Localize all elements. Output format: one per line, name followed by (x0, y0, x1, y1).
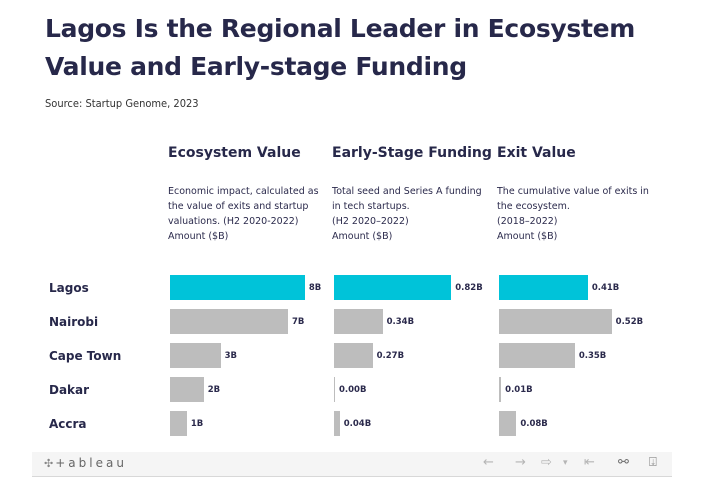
description-line: Economic impact, calculated as (168, 186, 319, 197)
bar-value-label: 0.01B (505, 385, 533, 395)
tableau-toolbar: ✣ +ableau ← → ⇨ ▾ ⇤ ⚯ ⍗ (32, 452, 672, 477)
bar-value-label: 0.00B (339, 385, 367, 395)
bar-lagos[interactable] (499, 275, 588, 300)
bar-dakar[interactable] (499, 377, 502, 402)
undo-icon[interactable]: ← (483, 455, 494, 470)
bar-value-label: 1B (190, 419, 204, 429)
row-label: Nairobi (49, 315, 99, 329)
bar-accra[interactable] (170, 411, 187, 436)
bar-value-label: 0.82B (455, 283, 483, 293)
page-title: Lagos Is the Regional Leader in Ecosyste… (45, 14, 636, 81)
tableau-logo-icon: ✣ (44, 457, 54, 470)
bar-cape-town[interactable] (334, 343, 373, 368)
bar-value-label: 0.41B (591, 283, 620, 293)
redo-icon[interactable]: → (515, 455, 526, 470)
description-line: (H2 2020–2022) (332, 216, 409, 227)
bar-lagos[interactable] (334, 275, 452, 300)
row-label: Cape Town (49, 349, 122, 363)
description-line: Amount ($B) (168, 231, 229, 242)
bar-value-label: 3B (224, 351, 237, 361)
bar-value-label: 7B (292, 317, 305, 327)
bar-value-label: 0.08B (520, 419, 548, 429)
bar-dakar[interactable] (170, 377, 204, 402)
bar-value-label: 0.04B (343, 419, 372, 429)
bar-accra[interactable] (334, 411, 340, 436)
bar-dakar[interactable] (334, 377, 335, 402)
description-line: valuations. (H2 2020-2022) (168, 216, 299, 227)
bar-cape-town[interactable] (170, 343, 221, 368)
bar-value-label: 0.34B (386, 317, 415, 327)
column-title: Exit Value (497, 145, 576, 161)
description-line: the ecosystem. (497, 201, 570, 212)
download-icon[interactable]: ⍗ (649, 455, 657, 470)
bar-lagos[interactable] (170, 275, 305, 300)
share-icon[interactable]: ⚯ (618, 455, 629, 470)
row-label: Dakar (49, 383, 90, 397)
description-line: Amount ($B) (332, 231, 393, 242)
dropdown-icon[interactable]: ▾ (563, 458, 568, 468)
bar-nairobi[interactable] (334, 309, 383, 334)
description-line: The cumulative value of exits in (497, 186, 649, 197)
row-label: Accra (49, 417, 87, 431)
reset-icon[interactable]: ⇤ (584, 455, 595, 470)
bar-value-label: 8B (308, 283, 322, 293)
bar-accra[interactable] (499, 411, 517, 436)
description-line: the value of exits and startup (168, 201, 309, 212)
description-line: in tech startups. (332, 201, 410, 212)
column-title: Early-Stage Funding (332, 145, 492, 161)
column-description: Economic impact, calculated as the value … (168, 184, 328, 244)
bar-value-label: 0.35B (578, 351, 607, 361)
tableau-logo[interactable]: ✣ +ableau (44, 456, 127, 470)
description-line: (2018–2022) (497, 216, 558, 227)
bar-nairobi[interactable] (170, 309, 289, 334)
bar-value-label: 2B (207, 385, 221, 395)
column-description: Total seed and Series A funding in tech s… (332, 184, 492, 244)
column-description: The cumulative value of exits in the ecos… (497, 184, 657, 244)
bar-value-label: 0.27B (376, 351, 405, 361)
column-title: Ecosystem Value (168, 145, 301, 161)
bar-value-label: 0.52B (615, 317, 644, 327)
description-line: Total seed and Series A funding (332, 186, 482, 197)
revert-icon[interactable]: ⇨ (541, 455, 552, 470)
row-label: Lagos (49, 281, 89, 295)
bar-cape-town[interactable] (499, 343, 575, 368)
bar-nairobi[interactable] (499, 309, 612, 334)
source-note: Source: Startup Genome, 2023 (45, 97, 199, 110)
description-line: Amount ($B) (497, 231, 558, 242)
